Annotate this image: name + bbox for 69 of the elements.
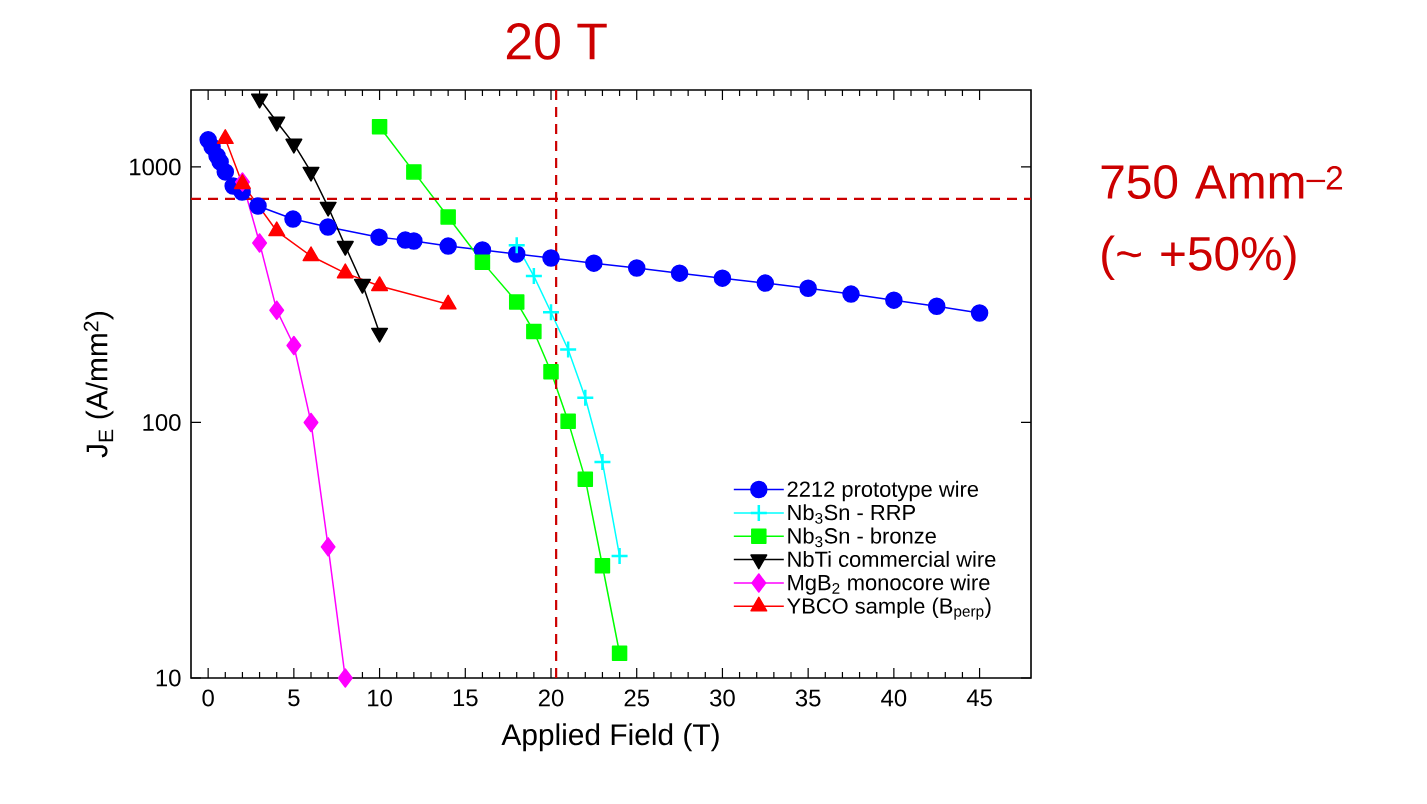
point xyxy=(336,263,354,279)
point xyxy=(585,254,603,272)
point xyxy=(337,668,353,688)
point xyxy=(216,129,234,145)
point xyxy=(799,279,817,298)
point xyxy=(560,413,576,430)
legend-label: YBCO sample (B$_{perp}$) xyxy=(787,597,991,620)
point xyxy=(611,645,628,661)
point xyxy=(507,235,526,255)
legend-label: NbTi commercial wire xyxy=(788,550,996,568)
point xyxy=(508,294,525,310)
point xyxy=(543,363,559,380)
point xyxy=(474,254,491,270)
point xyxy=(756,274,775,292)
x-tick-label: 30 xyxy=(710,689,735,707)
point xyxy=(576,388,595,407)
x-tick-label: 15 xyxy=(453,689,478,707)
point xyxy=(610,546,629,566)
y-tick-label: 1000 xyxy=(130,158,181,176)
point xyxy=(593,452,612,472)
point xyxy=(286,335,302,356)
point xyxy=(406,164,422,180)
point xyxy=(252,233,268,253)
point xyxy=(284,210,302,228)
point xyxy=(319,218,337,236)
x-tick-label: 0 xyxy=(202,689,214,707)
point xyxy=(541,302,561,322)
y-axis-title: J$_{E}$ (A/mm$^{2}$) xyxy=(83,311,114,458)
point xyxy=(526,323,542,340)
point xyxy=(249,197,267,215)
point xyxy=(670,264,689,282)
point xyxy=(216,163,235,181)
point xyxy=(371,276,389,292)
point xyxy=(371,119,388,135)
point xyxy=(542,249,560,267)
point xyxy=(268,221,286,237)
legend-label: 2212 prototype wire xyxy=(787,480,979,502)
point xyxy=(269,300,285,320)
x-tick-label: 40 xyxy=(881,689,907,707)
point xyxy=(713,269,732,287)
point xyxy=(927,297,946,315)
point xyxy=(524,266,544,286)
y-tick-label: 100 xyxy=(143,413,181,431)
x-tick-label: 20 xyxy=(538,689,564,707)
point xyxy=(842,285,860,303)
ref-line-label: 20 T xyxy=(506,23,607,60)
point xyxy=(303,412,319,433)
x-tick-label: 5 xyxy=(288,689,300,707)
point xyxy=(577,471,594,487)
x-tick-label: 35 xyxy=(795,689,821,707)
x-axis-title: Applied Field (T) xyxy=(501,723,719,752)
point xyxy=(558,340,578,359)
point xyxy=(885,291,903,309)
point xyxy=(302,246,320,262)
point xyxy=(439,237,457,255)
text: 750 Amm$^{–2}$ (~ +50%) xyxy=(1101,165,1343,281)
point xyxy=(370,228,388,246)
point xyxy=(627,259,646,277)
legend-label: Nb$_{3}$Sn - RRP xyxy=(788,504,915,524)
point xyxy=(594,557,611,574)
point xyxy=(440,209,456,225)
x-tick-label: 25 xyxy=(624,689,650,707)
x-tick-label: 45 xyxy=(966,689,992,707)
x-tick-label: 10 xyxy=(368,689,392,707)
point xyxy=(320,537,336,557)
legend-label: MgB$_{2}$ monocore wire xyxy=(788,574,990,595)
point xyxy=(970,304,989,322)
legend-label: Nb$_{3}$Sn - bronze xyxy=(788,527,936,548)
y-tick-label: 10 xyxy=(156,669,181,687)
